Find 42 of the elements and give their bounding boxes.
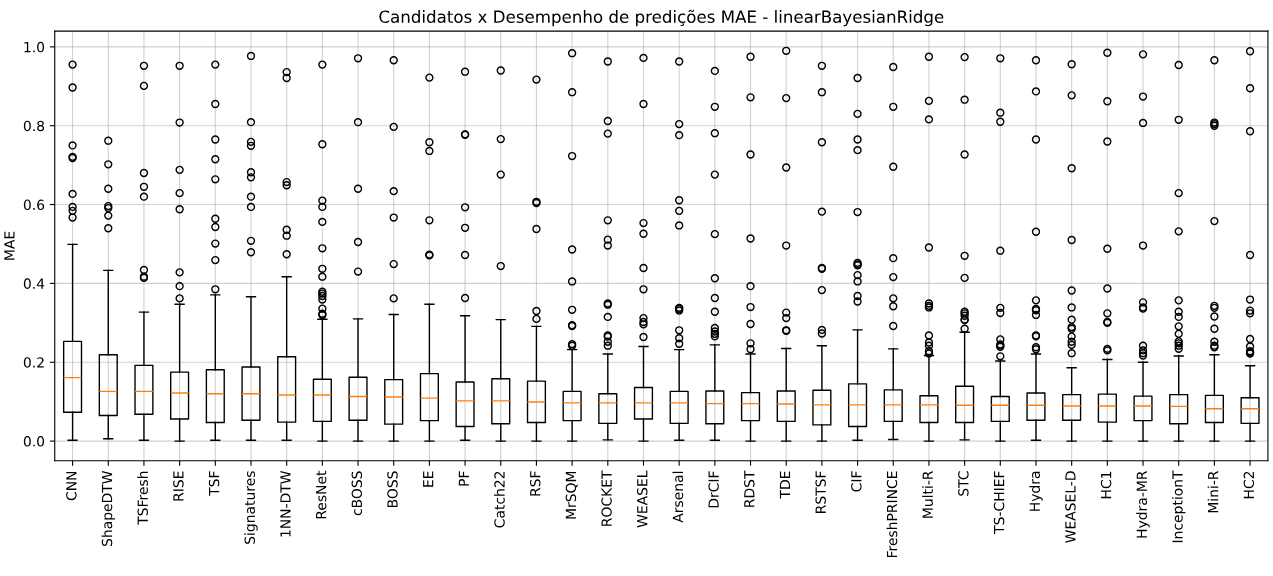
x-tick-label: cBOSS [351,471,363,516]
x-tick-label: Catch22 [494,471,505,528]
y-tick-label: 0.8 [23,120,45,132]
x-tick-label: FreshPRINCE [886,471,898,558]
x-tick-label: WEASEL-D [1065,471,1076,543]
x-tick-label: HC2 [1243,471,1255,499]
x-tick-label: ShapeDTW [101,470,115,547]
x-tick-label: STC [958,471,969,496]
x-tick-label: RDST [744,470,755,507]
x-tick-label: TS-CHIEF [993,471,1005,534]
x-tick-label: TDE [779,471,791,499]
x-tick-label: ResNet [316,470,327,519]
x-tick-label: CNN [66,471,77,501]
x-tick-label: InceptionT [1171,470,1186,543]
x-tick-label: RISE [173,471,184,501]
y-tick-label: 0.0 [23,436,45,447]
x-tick-label: 1NN-DTW [280,470,291,537]
x-tick-label: Hydra-MR [1136,470,1150,538]
x-tick-label: EE [423,471,434,487]
x-tick-label: TSF [208,471,220,496]
chart-title: Candidatos x Desempenho de predições MAE - linearBayesianRidge [379,9,944,27]
x-tick-label: WEASEL [637,470,648,528]
y-tick-label: 1.0 [24,41,45,53]
x-tick-label: Hydra [1029,471,1043,511]
x-tick-label: BOSS [387,471,398,508]
y-tick-label: 0.2 [23,357,44,368]
x-tick-label: RSTSF [815,471,826,513]
y-axis-title: MAE [4,231,15,260]
x-tick-label: Signatures [244,471,258,544]
x-tick-label: ROCKET [601,470,612,526]
x-tick-label: Mini-R [1207,470,1219,513]
y-tick-label: 0.4 [23,278,45,289]
x-tick-label: CIF [851,471,862,492]
y-tick-label: 0.6 [23,199,45,211]
x-tick-label: TSFresh [137,471,148,525]
x-tick-label: Arsenal [672,471,684,523]
x-tick-label: PF [458,471,469,486]
x-tick-label: Multi-R [922,470,933,518]
x-tick-label: DrCIF [708,471,719,508]
x-tick-label: RSF [529,471,541,496]
x-tick-label: HC1 [1100,471,1112,499]
x-tick-label: MrSQM [565,471,578,519]
